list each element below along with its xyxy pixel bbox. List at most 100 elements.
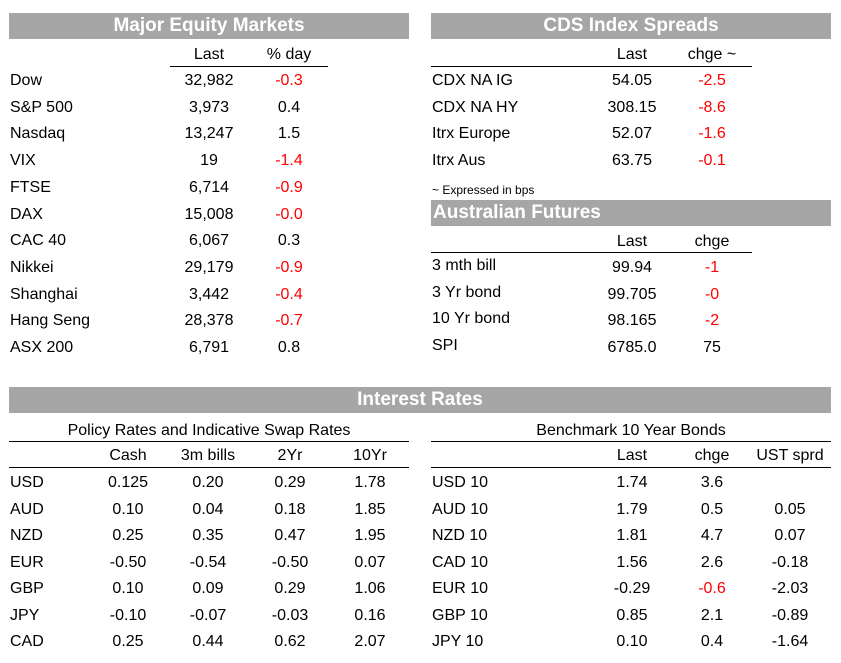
policy-row-name: AUD <box>10 500 44 518</box>
policy-col-header: Cash <box>109 447 147 464</box>
equity-row-day: 0.3 <box>277 232 301 250</box>
cds-header: CDS Index Spreads <box>431 13 831 39</box>
equity-row-name: Nasdaq <box>10 125 66 143</box>
equity-row-name: ASX 200 <box>10 339 74 356</box>
equity-row-name: DAX <box>10 205 43 223</box>
equity-row-day: -1.4 <box>275 152 303 170</box>
equity-row-day: 0.4 <box>277 98 301 116</box>
policy-row-value: 0.29 <box>274 580 306 597</box>
policy-row-value: 0.18 <box>274 500 306 518</box>
bonds-row-last: 1.56 <box>616 553 648 571</box>
policy-row-value: -0.10 <box>109 606 147 624</box>
bonds-col-header: Last <box>616 447 648 464</box>
policy-row-value: -0.50 <box>109 553 147 571</box>
policy-row-value: 0.125 <box>107 474 149 491</box>
bonds-row-chg: -0.6 <box>698 580 726 597</box>
equity-row-last: 28,378 <box>184 312 234 330</box>
bonds-row-name: EUR 10 <box>432 580 489 597</box>
policy-subtitle: Policy Rates and Indicative Swap Rates <box>67 422 351 439</box>
bonds-col-header: chge <box>694 447 730 464</box>
bonds-row-sprd: -1.64 <box>771 633 809 650</box>
cds-row-name: CDX NA IG <box>432 72 513 89</box>
equity-row-name: CAC 40 <box>10 232 67 250</box>
equity-row-name: VIX <box>10 152 36 170</box>
bonds-row-sprd: -0.89 <box>771 606 809 624</box>
equity-row-day: -0.7 <box>275 312 303 330</box>
policy-row-value: 0.35 <box>192 527 224 544</box>
policy-row-value: 2.07 <box>354 633 386 650</box>
bonds-row-sprd: -0.18 <box>771 553 809 571</box>
futures-header: Australian Futures <box>431 200 831 226</box>
policy-row-value: -0.54 <box>189 553 227 571</box>
futures-row-chg: -1 <box>704 259 720 276</box>
bonds-subtitle: Benchmark 10 Year Bonds <box>536 422 726 439</box>
policy-row-value: 0.29 <box>274 474 306 491</box>
policy-subtitle-rule <box>9 441 409 442</box>
futures-row-last: 99.94 <box>611 259 653 276</box>
equity-row-day: 0.8 <box>277 339 301 356</box>
policy-col-header: 2Yr <box>277 447 303 464</box>
equity-row-day: -0.4 <box>275 285 303 303</box>
bonds-row-sprd: -2.03 <box>771 580 809 597</box>
futures-row-name: 3 mth bill <box>432 257 497 274</box>
bonds-row-chg: 0.4 <box>700 633 724 650</box>
cds-row-chg: -2.5 <box>698 72 726 89</box>
equity-row-last: 13,247 <box>184 125 234 143</box>
equity-row-name: Dow <box>10 72 43 89</box>
policy-row-name: JPY <box>10 606 40 624</box>
cds-row-last: 54.05 <box>611 72 653 89</box>
equity-row-day: -0.0 <box>275 205 303 223</box>
equity-row-name: Hang Seng <box>10 312 91 330</box>
policy-row-value: 1.95 <box>354 527 386 544</box>
cds-header-rule <box>431 66 752 67</box>
bonds-row-name: AUD 10 <box>432 500 489 518</box>
policy-row-value: -0.07 <box>189 606 227 624</box>
cds-row-last: 63.75 <box>611 152 653 170</box>
cds-row-chg: -0.1 <box>698 152 726 170</box>
equity-row-day: -0.3 <box>275 72 303 89</box>
bonds-row-name: JPY 10 <box>432 633 484 650</box>
policy-row-value: 0.04 <box>192 500 224 518</box>
policy-row-value: 0.07 <box>354 553 386 571</box>
equity-row-name: Shanghai <box>10 285 78 303</box>
futures-col-last: Last <box>616 233 648 250</box>
futures-row-last: 6785.0 <box>607 339 657 357</box>
policy-row-value: 0.62 <box>274 633 306 650</box>
bonds-subtitle-rule <box>431 441 831 442</box>
cds-row-chg: -8.6 <box>698 98 726 116</box>
bonds-row-name: NZD 10 <box>432 527 488 544</box>
policy-row-value: 0.16 <box>354 606 386 624</box>
equity-col-day: % day <box>266 46 312 63</box>
policy-row-name: GBP <box>10 580 44 597</box>
futures-row-chg: 75 <box>703 339 721 357</box>
futures-row-chg: -0 <box>704 285 720 303</box>
equity-col-last: Last <box>193 46 225 63</box>
policy-row-name: USD <box>10 474 44 491</box>
rates-header: Interest Rates <box>9 387 831 413</box>
bonds-row-last: -0.29 <box>613 580 651 597</box>
policy-row-value: 1.78 <box>354 474 386 491</box>
equity-header: Major Equity Markets <box>9 13 409 39</box>
futures-header-rule <box>431 252 752 253</box>
cds-row-name: Itrx Aus <box>432 152 486 170</box>
futures-col-chg: chge <box>694 233 730 250</box>
bonds-row-last: 0.10 <box>616 633 648 650</box>
cds-row-last: 52.07 <box>611 125 653 143</box>
equity-row-last: 19 <box>200 152 218 170</box>
bonds-row-chg: 3.6 <box>700 474 724 491</box>
bonds-row-last: 1.81 <box>616 527 648 544</box>
bonds-col-header: UST sprd <box>756 447 824 464</box>
policy-row-value: 1.06 <box>354 580 386 597</box>
futures-row-chg: -2 <box>704 312 720 330</box>
cds-col-last: Last <box>616 46 648 63</box>
bonds-row-name: USD 10 <box>432 474 489 491</box>
equity-row-last: 15,008 <box>184 205 234 223</box>
policy-row-value: 0.25 <box>112 527 144 544</box>
bonds-row-name: CAD 10 <box>432 553 489 571</box>
policy-row-value: -0.50 <box>271 553 309 571</box>
policy-row-value: 0.10 <box>112 500 144 518</box>
equity-row-name: S&P 500 <box>10 98 73 116</box>
cds-col-chg: chge ~ <box>687 46 737 63</box>
bonds-row-name: GBP 10 <box>432 606 488 624</box>
equity-row-last: 3,442 <box>188 285 230 303</box>
